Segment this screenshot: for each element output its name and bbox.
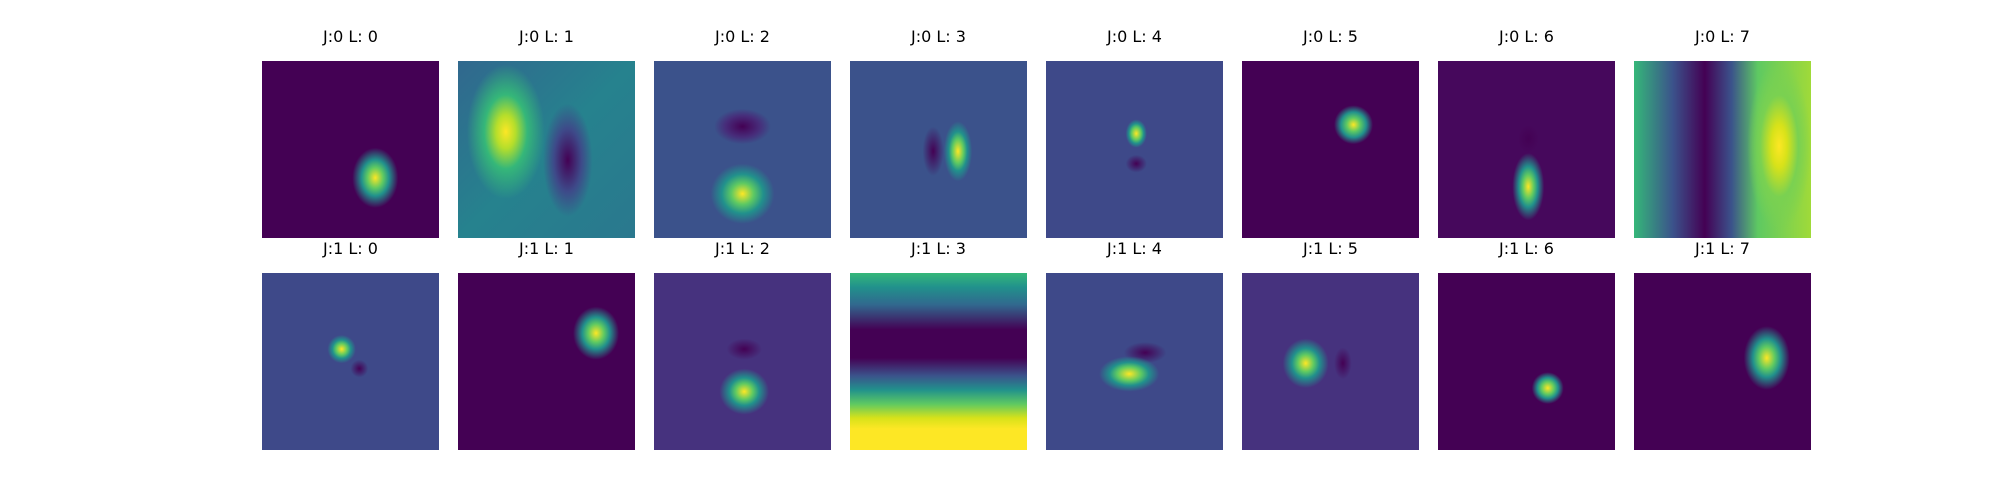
panel-j-0-l-6-heatmap [1438,61,1615,238]
panel-j-0-l-2-title: J:0 L: 2 [715,27,770,46]
panel-j-0-l-0-filter-pattern [262,61,439,238]
panel-j-0-l-1-title: J:0 L: 1 [519,27,574,46]
panel-j-0-l-3-filter-pattern [850,61,1027,238]
panel-j-1-l-5-title: J:1 L: 5 [1303,239,1358,258]
panel-j-1-l-3-title: J:1 L: 3 [911,239,966,258]
panel-j-0-l-0-heatmap [262,61,439,238]
panel-j-1-l-4-title: J:1 L: 4 [1107,239,1162,258]
panel-j-0-l-7-title: J:0 L: 7 [1695,27,1750,46]
panel-j-1-l-3-filter-pattern [850,273,1027,450]
panel-j-1-l-6-heatmap [1438,273,1615,450]
panel-j-0-l-6-filter-pattern [1438,61,1615,238]
panel-j-0-l-5-filter-pattern [1242,61,1419,238]
panel-j-0-l-3-title: J:0 L: 3 [911,27,966,46]
panel-j-1-l-4-heatmap [1046,273,1223,450]
panel-j-0-l-0-title: J:0 L: 0 [323,27,378,46]
panel-j-1-l-2-filter-pattern [654,273,831,450]
panel-j-0-l-1-filter-pattern [458,61,635,238]
panel-j-1-l-1-filter-pattern [458,273,635,450]
panel-j-0-l-5-title: J:0 L: 5 [1303,27,1358,46]
panel-j-1-l-1-title: J:1 L: 1 [519,239,574,258]
panel-j-0-l-7-heatmap [1634,61,1811,238]
panel-j-1-l-0-title: J:1 L: 0 [323,239,378,258]
panel-j-0-l-7-filter-pattern [1634,61,1811,238]
panel-j-0-l-2-heatmap [654,61,831,238]
panel-j-0-l-5-heatmap [1242,61,1419,238]
panel-j-1-l-5-heatmap [1242,273,1419,450]
panel-j-1-l-7-heatmap [1634,273,1811,450]
panel-j-1-l-7-title: J:1 L: 7 [1695,239,1750,258]
panel-j-0-l-1-heatmap [458,61,635,238]
panel-j-0-l-4-heatmap [1046,61,1223,238]
panel-j-1-l-5-filter-pattern [1242,273,1419,450]
panel-j-1-l-6-title: J:1 L: 6 [1499,239,1554,258]
panel-j-1-l-4-filter-pattern [1046,273,1223,450]
panel-j-1-l-0-heatmap [262,273,439,450]
panel-j-0-l-4-filter-pattern [1046,61,1223,238]
panel-j-1-l-6-filter-pattern [1438,273,1615,450]
panel-j-0-l-4-title: J:0 L: 4 [1107,27,1162,46]
panel-j-1-l-2-title: J:1 L: 2 [715,239,770,258]
panel-j-1-l-0-filter-pattern [262,273,439,450]
panel-j-0-l-6-title: J:0 L: 6 [1499,27,1554,46]
panel-j-1-l-7-filter-pattern [1634,273,1811,450]
panel-j-1-l-1-heatmap [458,273,635,450]
panel-j-1-l-2-heatmap [654,273,831,450]
panel-j-1-l-3-heatmap [850,273,1027,450]
panel-j-0-l-3-heatmap [850,61,1027,238]
panel-j-0-l-2-filter-pattern [654,61,831,238]
